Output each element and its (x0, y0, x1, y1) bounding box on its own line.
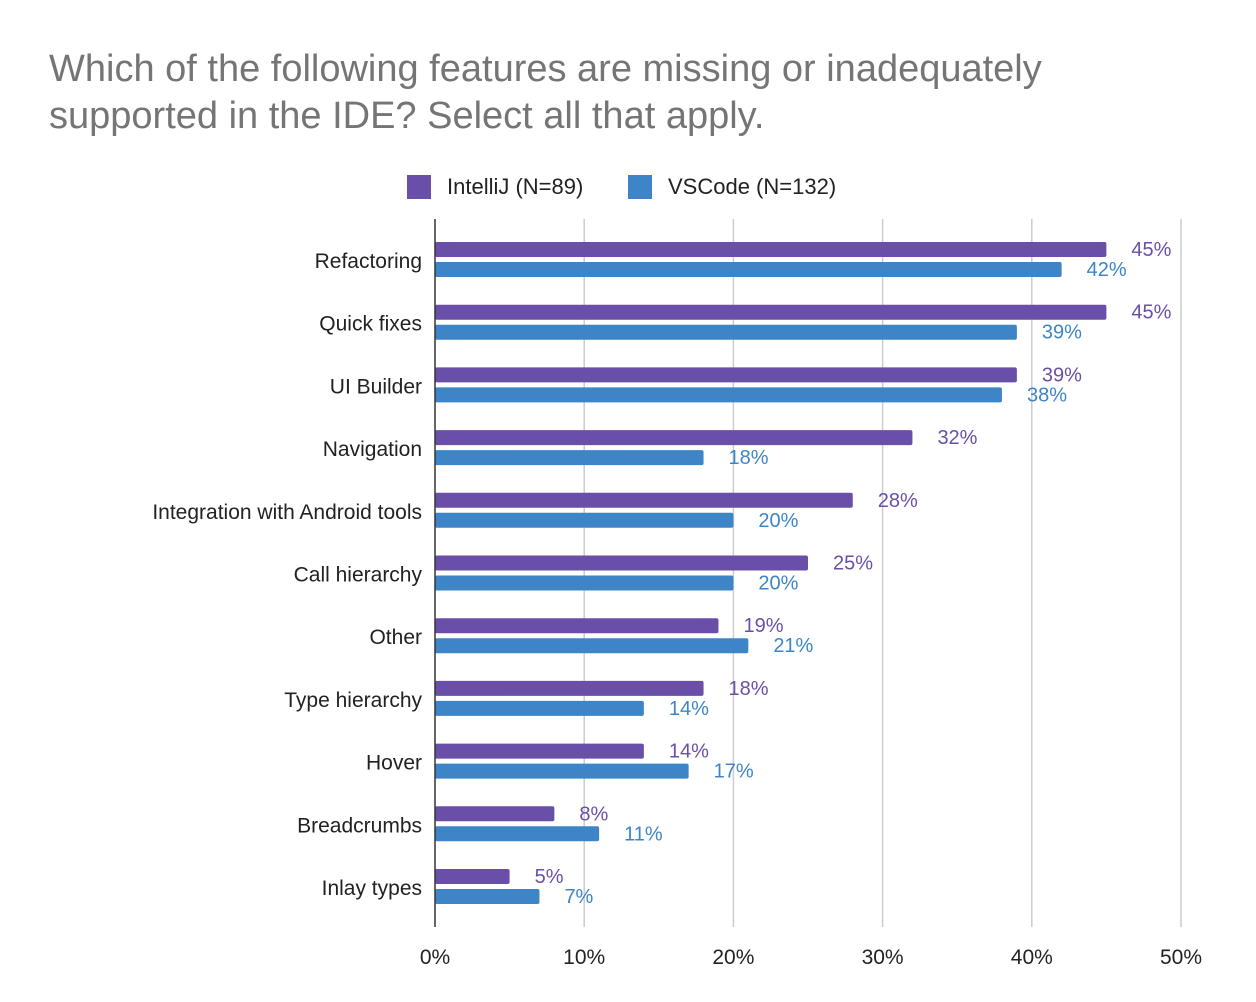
data-label-vscode: 21% (773, 635, 813, 657)
data-label-vscode: 17% (714, 761, 754, 783)
bar-vscode (435, 889, 540, 904)
bar-intellij (435, 869, 510, 884)
title-line-1: Which of the following features are miss… (49, 48, 1042, 90)
bar-intellij (435, 492, 853, 508)
category-label: Breadcrumbs (297, 814, 422, 837)
legend-swatch-intellij (407, 175, 431, 199)
chart-title: Which of the following features are miss… (49, 46, 1199, 140)
data-label-vscode: 38% (1027, 384, 1067, 406)
data-label-vscode: 7% (564, 886, 593, 908)
legend-swatch-vscode (628, 175, 652, 199)
data-label-intellij: 14% (669, 741, 709, 763)
legend: IntelliJ (N=89) VSCode (N=132) (0, 174, 1256, 204)
data-label-intellij: 28% (878, 490, 918, 512)
legend-item-vscode: VSCode (N=132) (628, 174, 836, 200)
x-tick-label-10: 10% (563, 946, 605, 969)
x-tick-label-0: 0% (420, 946, 450, 969)
category-label: Call hierarchy (294, 564, 423, 587)
bar-vscode (435, 575, 734, 591)
data-label-vscode: 11% (624, 823, 663, 845)
data-label-vscode: 20% (758, 510, 798, 532)
category-label: Inlay types (322, 877, 422, 900)
data-label-intellij: 8% (579, 803, 608, 825)
bar-vscode (435, 638, 749, 654)
x-tick-label-50: 50% (1160, 946, 1202, 969)
data-label-vscode: 14% (669, 698, 709, 720)
bar-vscode (435, 324, 1017, 340)
bar-intellij (435, 618, 719, 634)
bar-vscode (435, 763, 689, 779)
legend-label-vscode: VSCode (N=132) (668, 174, 837, 199)
category-label: UI Builder (330, 375, 422, 398)
x-tick-label-30: 30% (862, 946, 904, 969)
category-label: Navigation (323, 438, 422, 461)
bar-vscode (435, 387, 1002, 403)
bar-intellij (435, 430, 913, 446)
category-label: Hover (366, 752, 422, 775)
title-line-2: supported in the IDE? Select all that ap… (49, 95, 765, 137)
bar-intellij (435, 680, 704, 696)
data-label-intellij: 5% (535, 866, 564, 888)
x-tick-label-40: 40% (1011, 946, 1053, 969)
data-label-vscode: 18% (729, 447, 769, 469)
data-label-intellij: 45% (1131, 302, 1171, 324)
bar-vscode (435, 512, 734, 528)
bar-intellij (435, 743, 644, 759)
bar-vscode (435, 450, 704, 466)
bar-vscode (435, 700, 644, 716)
data-label-intellij: 32% (937, 427, 977, 449)
data-label-intellij: 18% (729, 678, 769, 700)
category-label: Other (369, 626, 422, 649)
data-label-vscode: 42% (1087, 259, 1127, 281)
data-label-intellij: 39% (1042, 364, 1082, 386)
bar-intellij (435, 242, 1107, 257)
category-label: Refactoring (315, 250, 422, 273)
category-label: Type hierarchy (284, 689, 422, 712)
category-label: Quick fixes (319, 313, 422, 336)
bar-intellij (435, 304, 1107, 320)
bar-vscode (435, 262, 1062, 277)
bar-intellij (435, 367, 1017, 383)
category-label: Integration with Android tools (152, 501, 422, 524)
data-label-intellij: 25% (833, 553, 873, 575)
data-label-vscode: 20% (758, 573, 798, 595)
bar-vscode (435, 826, 600, 842)
legend-item-intellij: IntelliJ (N=89) (407, 174, 583, 200)
x-tick-label-20: 20% (712, 946, 754, 969)
data-label-vscode: 39% (1042, 322, 1082, 344)
data-label-intellij: 19% (743, 615, 783, 637)
legend-label-intellij: IntelliJ (N=89) (447, 174, 584, 199)
bar-intellij (435, 555, 808, 571)
bar-intellij (435, 806, 555, 822)
data-label-intellij: 45% (1131, 239, 1171, 261)
